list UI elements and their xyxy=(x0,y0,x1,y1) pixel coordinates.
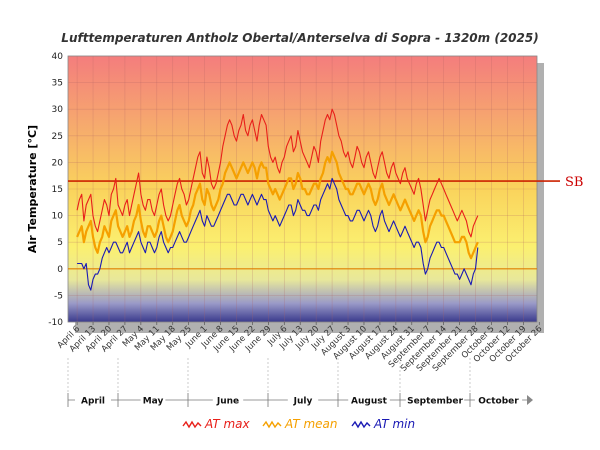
sb-label: SB xyxy=(565,175,583,190)
y-axis-ticks: -10 -5 0 5 10 15 20 25 30 35 40 xyxy=(48,52,63,328)
y-tick-label: 25 xyxy=(52,132,63,142)
legend-label: AT min xyxy=(373,417,415,431)
chart-title: Lufttemperaturen Antholz Obertal/Anterse… xyxy=(61,31,538,45)
month-label-bg xyxy=(140,393,166,407)
month-label: October xyxy=(478,397,519,407)
series-lines xyxy=(76,108,479,291)
grid xyxy=(67,55,538,323)
legend-swatch xyxy=(262,420,282,429)
legend-swatch xyxy=(182,420,202,429)
month-axis: April May June July August September October xyxy=(67,358,533,407)
month-label: June xyxy=(216,397,239,407)
legend-swatch xyxy=(351,420,371,429)
month-label-bg xyxy=(287,393,319,407)
month-label-bg xyxy=(348,393,390,407)
month-label-bg xyxy=(405,393,465,407)
y-tick-label: -5 xyxy=(54,291,63,301)
plot-border xyxy=(67,55,538,323)
month-label-bg xyxy=(75,393,111,407)
y-tick-label: 40 xyxy=(52,52,64,62)
month-label: August xyxy=(351,397,388,407)
reference-lines xyxy=(68,180,560,270)
series-line-at-min xyxy=(77,177,479,291)
y-axis-label: Air Temperature [°C] xyxy=(26,125,39,253)
y-tick-label: 30 xyxy=(52,105,64,115)
y-tick-label: 35 xyxy=(52,79,63,89)
month-label: April xyxy=(81,397,105,407)
y-tick-label: -10 xyxy=(48,318,63,328)
y-tick-label: 0 xyxy=(57,265,63,275)
legend-label: AT mean xyxy=(284,417,338,431)
series-line-at-mean xyxy=(76,150,479,260)
month-label: May xyxy=(143,397,164,407)
y-tick-label: 10 xyxy=(52,212,64,222)
y-tick-label: 20 xyxy=(52,158,64,168)
y-tick-label: 5 xyxy=(57,238,63,248)
month-label: July xyxy=(293,397,313,407)
month-label-bg xyxy=(212,393,244,407)
month-label: September xyxy=(407,397,463,407)
y-tick-label: 15 xyxy=(52,185,63,195)
legend: AT max AT mean AT min xyxy=(182,417,415,431)
legend-label: AT max xyxy=(204,417,251,431)
month-axis-arrow xyxy=(527,395,533,405)
month-label-bg xyxy=(474,393,523,407)
series-line-at-max xyxy=(76,108,479,238)
